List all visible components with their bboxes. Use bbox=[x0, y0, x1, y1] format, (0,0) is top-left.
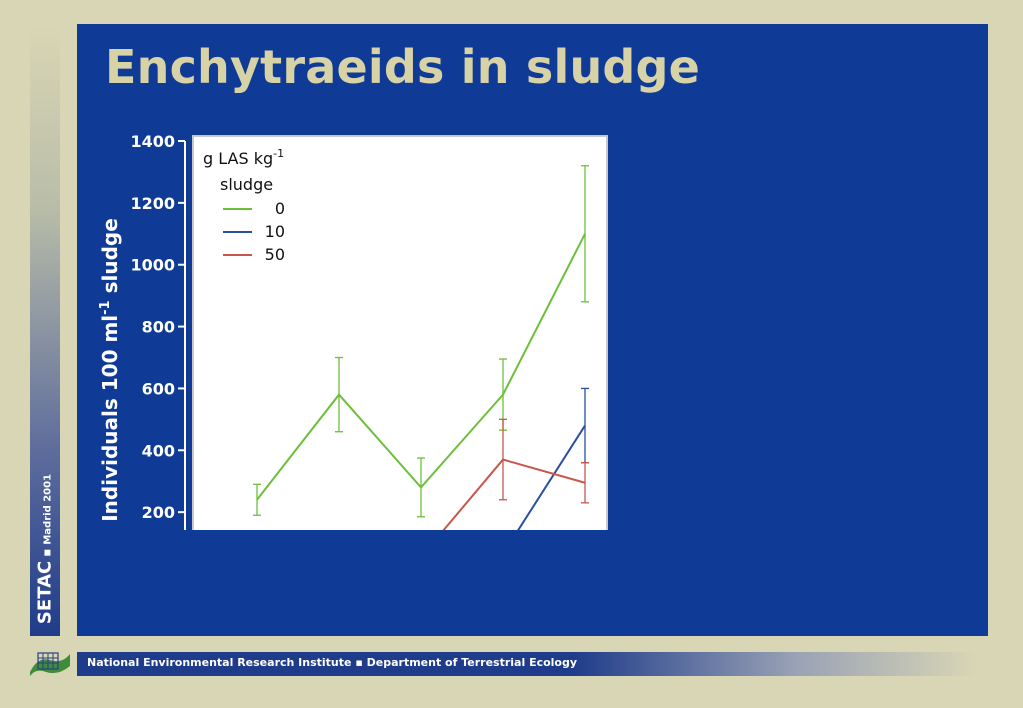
legend-label: 0 bbox=[275, 199, 285, 218]
axes: 0200400600800100012001400MayJunJulAugSep bbox=[130, 132, 186, 530]
series-line-10 bbox=[517, 425, 586, 530]
y-axis-label-superscript: -1 bbox=[98, 300, 113, 314]
slide-title: Enchytraeids in sludge bbox=[105, 40, 701, 94]
setac-label: SETAC bbox=[34, 560, 56, 625]
line-chart: 0200400600800100012001400MayJunJulAugSep… bbox=[98, 132, 608, 530]
event-label: SETAC ▪ Madrid 2001 bbox=[30, 464, 60, 634]
legend-title-line2: sludge bbox=[220, 175, 273, 194]
legend-label: 50 bbox=[265, 245, 285, 264]
footer-institute: National Environmental Research Institut… bbox=[87, 656, 352, 669]
y-tick-label: 1200 bbox=[130, 194, 175, 213]
legend: g LAS kg-1 sludge 0 10 50 bbox=[203, 147, 285, 264]
y-tick-label: 1000 bbox=[130, 256, 175, 275]
y-tick-label: 800 bbox=[142, 318, 175, 337]
venue-label: Madrid 2001 bbox=[42, 473, 54, 545]
footer-separator: ▪ bbox=[355, 656, 363, 669]
footer-text: National Environmental Research Institut… bbox=[87, 656, 577, 669]
series-line-50 bbox=[442, 458, 586, 530]
legend-title-superscript: -1 bbox=[273, 147, 284, 160]
y-tick-label: 600 bbox=[142, 379, 175, 398]
y-tick-label: 400 bbox=[142, 441, 175, 460]
series-group bbox=[253, 165, 589, 530]
left-band bbox=[30, 24, 60, 636]
legend-title: g LAS kg-1 bbox=[203, 147, 284, 168]
y-tick-label: 200 bbox=[142, 503, 175, 522]
footer-department: Department of Terrestrial Ecology bbox=[366, 656, 578, 669]
separator-dot: ▪ bbox=[39, 548, 54, 557]
legend-label: 10 bbox=[265, 222, 285, 241]
y-axis-label-suffix: sludge bbox=[98, 218, 122, 300]
footer-bar bbox=[77, 652, 977, 676]
legend-entries: 0 10 50 bbox=[223, 199, 285, 264]
institute-logo-icon bbox=[30, 652, 70, 676]
y-tick-label: 1400 bbox=[130, 132, 175, 151]
y-axis-label: Individuals 100 ml-1 sludge bbox=[98, 218, 122, 522]
